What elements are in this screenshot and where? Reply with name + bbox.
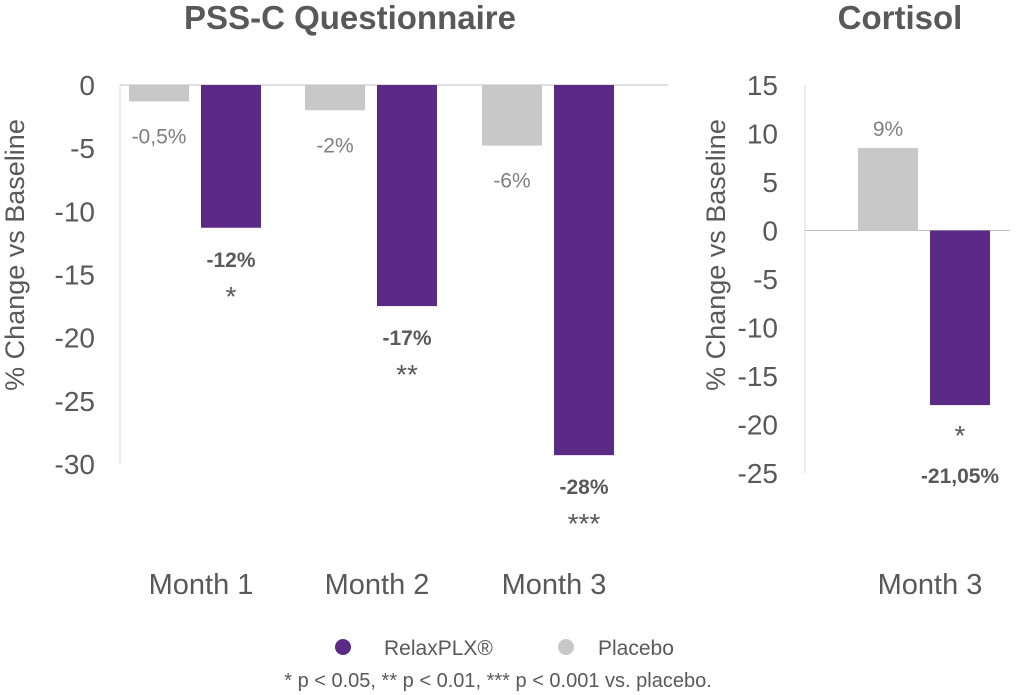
pss-c-y-axis-label: % Change vs Baseline <box>0 119 30 391</box>
pss-c-bars <box>129 85 614 456</box>
cortisol-data-label-placebo-month-3: 9% <box>873 118 903 141</box>
pss-c-y-tick-20: -20 <box>55 323 95 354</box>
pss-c-data-labels: -0,5% -12% * -2% -17% ** -6% -28% *** <box>132 125 609 539</box>
cortisol-y-tick-15: 15 <box>747 70 778 101</box>
cortisol-significance-month-3: * <box>955 420 966 451</box>
pss-c-x-tick-labels: Month 1 Month 2 Month 3 <box>149 569 607 601</box>
pss-c-y-tick-15: -15 <box>55 260 95 291</box>
cortisol-y-tick-20: -20 <box>738 410 778 441</box>
cortisol-y-tick-15: -15 <box>738 361 778 392</box>
pss-c-bar-relaxplx-month-2 <box>377 85 437 307</box>
pss-c-y-tick-25: -25 <box>55 386 95 417</box>
pss-c-y-ticks: 0 -5 -10 -15 -20 -25 -30 <box>55 70 95 480</box>
pss-c-y-tick-0: 0 <box>79 70 95 101</box>
pss-c-data-label-placebo-month-2: -2% <box>316 134 353 157</box>
cortisol-title: Cortisol <box>838 0 963 36</box>
cortisol-y-axis-label: % Change vs Baseline <box>701 119 731 391</box>
legend-marker-relaxplx <box>335 639 351 655</box>
pss-c-bar-placebo-month-2 <box>305 85 365 111</box>
pss-c-bar-placebo-month-3 <box>482 85 542 146</box>
cortisol-y-ticks: 15 10 5 0 -5 -10 -15 -20 -25 <box>738 70 778 489</box>
legend-label-placebo: Placebo <box>598 637 674 660</box>
pss-c-y-tick-30: -30 <box>55 449 95 480</box>
cortisol-y-tick-10: -10 <box>738 313 778 344</box>
pss-c-significance-month-1: * <box>226 281 237 312</box>
pss-c-x-tick-month-1: Month 1 <box>149 569 254 601</box>
cortisol-data-label-relaxplx-month-3: -21,05% <box>921 465 1000 488</box>
pss-c-data-label-placebo-month-1: -0,5% <box>132 125 187 148</box>
pss-c-data-label-relaxplx-month-3: -28% <box>559 476 608 499</box>
legend: RelaxPLX® Placebo <box>335 637 674 660</box>
pss-c-x-tick-month-3: Month 3 <box>502 569 607 601</box>
cortisol-x-tick-month-3: Month 3 <box>878 569 983 601</box>
pss-c-bar-relaxplx-month-3 <box>554 85 614 456</box>
pss-c-bar-relaxplx-month-1 <box>201 85 261 228</box>
pss-c-bar-placebo-month-1 <box>129 85 189 102</box>
cortisol-bars <box>858 148 990 406</box>
pss-c-y-tick-5: -5 <box>70 133 95 164</box>
cortisol-y-tick-5: -5 <box>753 264 778 295</box>
pss-c-panel: PSS-C Questionnaire % Change vs Baseline… <box>0 0 668 601</box>
cortisol-y-tick-10: 10 <box>747 119 778 150</box>
pss-c-x-tick-month-2: Month 2 <box>325 569 430 601</box>
pss-c-significance-month-3: *** <box>568 508 601 539</box>
cortisol-panel: Cortisol % Change vs Baseline 15 10 5 0 -5 -1… <box>701 0 1010 601</box>
legend-marker-placebo <box>558 639 574 655</box>
pss-c-title: PSS-C Questionnaire <box>184 0 516 36</box>
cortisol-x-tick-labels: Month 3 <box>878 569 983 601</box>
cortisol-bar-placebo-month-3 <box>858 148 918 231</box>
pss-c-y-tick-10: -10 <box>55 196 95 227</box>
footnote: * p < 0.05, ** p < 0.01, *** p < 0.001 v… <box>284 670 712 692</box>
pss-c-significance-month-2: ** <box>396 359 418 390</box>
pss-c-data-label-relaxplx-month-2: -17% <box>382 327 431 350</box>
cortisol-data-labels: 9% * -21,05% <box>873 118 1000 488</box>
cortisol-bar-relaxplx-month-3 <box>930 230 990 406</box>
pss-c-data-label-relaxplx-month-1: -12% <box>206 249 255 272</box>
cortisol-y-tick-5: 5 <box>762 167 778 198</box>
legend-label-relaxplx: RelaxPLX® <box>384 637 493 660</box>
cortisol-y-tick-0: 0 <box>762 216 778 247</box>
cortisol-y-tick-25: -25 <box>738 458 778 489</box>
pss-c-data-label-placebo-month-3: -6% <box>493 170 530 193</box>
